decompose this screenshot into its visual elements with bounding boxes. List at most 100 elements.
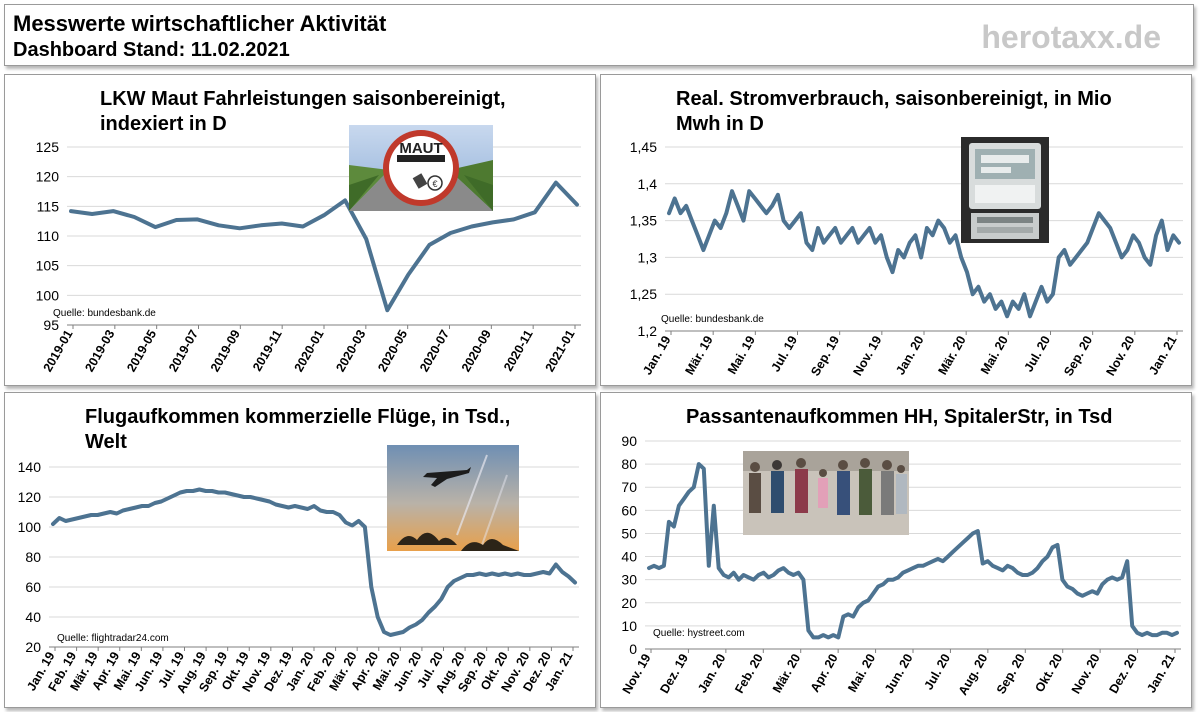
x-tick-label: Jan. 20 — [893, 333, 926, 377]
y-tick-label: 100 — [36, 287, 60, 303]
x-tick-label: Nov. 19 — [620, 651, 654, 696]
x-tick-label: Mär. 20 — [770, 651, 803, 695]
y-tick-label: 20 — [621, 595, 637, 611]
series-line — [647, 462, 1179, 640]
x-tick-label: 2020-07 — [417, 327, 452, 374]
y-tick-label: 20 — [25, 639, 41, 655]
y-tick-label: 105 — [36, 258, 60, 274]
y-tick-label: 110 — [37, 228, 60, 244]
x-tick-label: Mai. 20 — [978, 333, 1011, 376]
chart-title: LKW Maut Fahrleistungen saisonbereinigt,… — [100, 87, 506, 137]
chart-panel-flugaufkommen: 140 120 100 80 60 40 20 Jan. 19 Feb. 19 Mär. 19 Ap… — [4, 392, 596, 708]
x-tick-label: Nov. 20 — [1069, 651, 1103, 696]
chart-title-line1: Passantenaufkommen HH, SpitalerStr, in T… — [686, 406, 1113, 428]
chart-title-line1: LKW Maut Fahrleistungen saisonbereinigt, — [100, 88, 506, 110]
chart-panel-stromverbrauch: 1,45 1,4 1,35 1,3 1,25 1,2 Jan. 19 Mär. 19 Mai. … — [600, 74, 1192, 386]
svg-text:MAUT: MAUT — [399, 140, 442, 157]
x-tick-label: Apr. 20 — [808, 651, 841, 694]
y-tick-label: 140 — [18, 459, 42, 475]
y-tick-label: 0 — [629, 641, 637, 657]
source-note: Quelle: bundesbank.de — [53, 308, 156, 319]
x-tick-label: Sep. 20 — [994, 651, 1028, 696]
x-tick-label: 2020-03 — [333, 327, 368, 374]
y-tick-label: 1,2 — [638, 323, 658, 339]
dashboard-header: Messwerte wirtschaftlicher Aktivität Das… — [4, 4, 1194, 66]
x-tick-label: Aug. 20 — [956, 651, 991, 697]
x-tick-label: 2020-09 — [459, 327, 494, 374]
x-tick-label: Dez. 20 — [1106, 651, 1140, 695]
chart-title-line1: Real. Stromverbrauch, saisonbereinigt, i… — [676, 88, 1112, 110]
chart-title-line2: Mwh in D — [676, 113, 764, 135]
x-tick-label: Jul. 20 — [1022, 333, 1054, 374]
y-tick-label: 1,35 — [630, 213, 657, 229]
x-tick-label: 2021-01 — [543, 327, 578, 374]
airplane-sunset-image — [387, 445, 519, 551]
chart-title: Real. Stromverbrauch, saisonbereinigt, i… — [676, 87, 1112, 137]
y-tick-label: 100 — [18, 519, 42, 535]
x-tick-label: Jun. 20 — [882, 651, 916, 695]
brand-logo-text: herotaxx.de — [981, 19, 1161, 55]
x-tick-label: 2019-01 — [41, 327, 76, 374]
y-tick-label: 70 — [621, 479, 637, 495]
electricity-meter-image — [961, 137, 1049, 243]
x-tick-label: Nov. 19 — [851, 333, 885, 378]
series-line — [69, 180, 579, 313]
y-tick-label: 80 — [621, 456, 637, 472]
x-tick-label: Jan. 21 — [1146, 333, 1179, 377]
x-tick-label: 2019-11 — [250, 327, 285, 373]
chart-title: Passantenaufkommen HH, SpitalerStr, in T… — [686, 405, 1112, 430]
series-line — [667, 189, 1181, 319]
x-tick-label: Nov. 20 — [1104, 333, 1138, 378]
x-tick-label: 2020-11 — [501, 327, 536, 373]
x-tick-label: Feb. 20 — [732, 651, 766, 695]
pedestrians-image — [743, 451, 909, 535]
dashboard-title: Messwerte wirtschaftlicher Aktivität — [13, 11, 387, 36]
y-tick-label: 60 — [25, 579, 41, 595]
x-tick-label: Sep. 20 — [1061, 333, 1095, 378]
chart-title: Flugaufkommen kommerzielle Flüge, in Tsd… — [85, 405, 510, 455]
chart-panel-passantenaufkommen: 90 80 70 60 50 40 30 20 10 0 Nov. 19 Dez. 19 Jan. 20… — [600, 392, 1192, 708]
y-tick-label: 30 — [621, 572, 637, 588]
y-tick-label: 40 — [25, 609, 41, 625]
dashboard-subtitle: Dashboard Stand: 11.02.2021 — [13, 39, 290, 61]
y-tick-label: 1,25 — [630, 286, 657, 302]
y-tick-label: 120 — [18, 489, 42, 505]
y-tick-label: 115 — [37, 198, 60, 214]
y-tick-label: 125 — [36, 139, 60, 155]
y-tick-label: 90 — [621, 433, 637, 449]
x-tick-label: Jan. 19 — [640, 333, 673, 377]
y-tick-label: 80 — [25, 549, 41, 565]
y-tick-label: 120 — [36, 169, 60, 185]
x-tick-label: Dez. 19 — [657, 651, 691, 695]
y-tick-label: 40 — [621, 549, 637, 565]
x-tick-label: Sep. 19 — [808, 333, 842, 378]
y-tick-label: 1,3 — [638, 249, 658, 265]
x-tick-label: Jan. 21 — [1144, 651, 1177, 695]
y-tick-label: 95 — [43, 317, 59, 333]
x-tick-label: Okt. 20 — [1032, 651, 1065, 694]
chart-title-line1: Flugaufkommen kommerzielle Flüge, in Tsd… — [85, 406, 511, 428]
x-tick-label: Jul. 19 — [769, 333, 801, 374]
y-tick-label: 50 — [621, 525, 637, 541]
x-tick-label: 2020-05 — [375, 327, 410, 374]
x-tick-label: 2019-09 — [208, 327, 243, 374]
y-tick-label: 1,4 — [638, 176, 658, 192]
x-tick-label: Mai. 20 — [845, 651, 878, 694]
chart-title-line2: Welt — [85, 431, 127, 453]
chart-panel-lkw-maut: 125 120 115 110 105 100 95 2019-01 2019-03 2019-0… — [4, 74, 596, 386]
x-tick-label: Jan. 20 — [695, 651, 728, 695]
x-tick-label: 2020-01 — [292, 327, 327, 374]
y-tick-label: 1,45 — [630, 139, 657, 155]
chart-title-line2: indexiert in D — [100, 113, 227, 135]
x-tick-label: 2019-03 — [82, 327, 117, 374]
x-tick-label: 2019-05 — [124, 327, 159, 374]
x-tick-label: Mär. 20 — [935, 333, 968, 377]
x-tick-label: Mär. 19 — [682, 333, 715, 377]
source-note: Quelle: bundesbank.de — [661, 314, 764, 325]
source-note: Quelle: hystreet.com — [653, 628, 745, 639]
x-tick-label: Mai. 19 — [725, 333, 758, 376]
